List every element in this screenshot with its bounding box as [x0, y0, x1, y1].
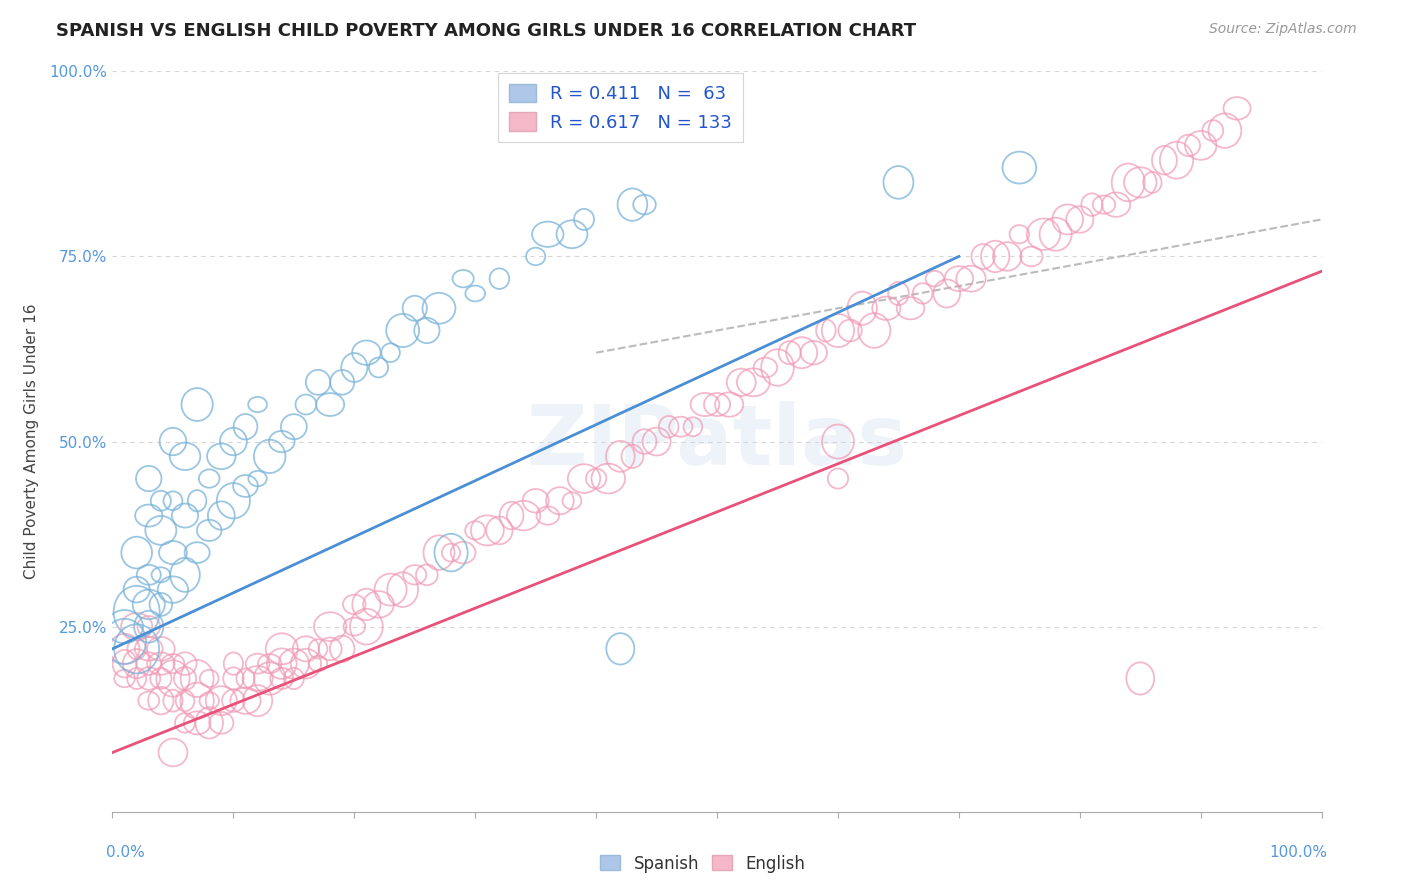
Text: Source: ZipAtlas.com: Source: ZipAtlas.com	[1209, 22, 1357, 37]
Text: 100.0%: 100.0%	[1270, 845, 1327, 860]
Text: SPANISH VS ENGLISH CHILD POVERTY AMONG GIRLS UNDER 16 CORRELATION CHART: SPANISH VS ENGLISH CHILD POVERTY AMONG G…	[56, 22, 917, 40]
Text: ZIPatlas: ZIPatlas	[527, 401, 907, 482]
Y-axis label: Child Poverty Among Girls Under 16: Child Poverty Among Girls Under 16	[24, 304, 38, 579]
Legend: R = 0.411   N =  63, R = 0.617   N = 133: R = 0.411 N = 63, R = 0.617 N = 133	[498, 73, 742, 143]
Text: 0.0%: 0.0%	[107, 845, 145, 860]
Legend: Spanish, English: Spanish, English	[593, 848, 813, 880]
